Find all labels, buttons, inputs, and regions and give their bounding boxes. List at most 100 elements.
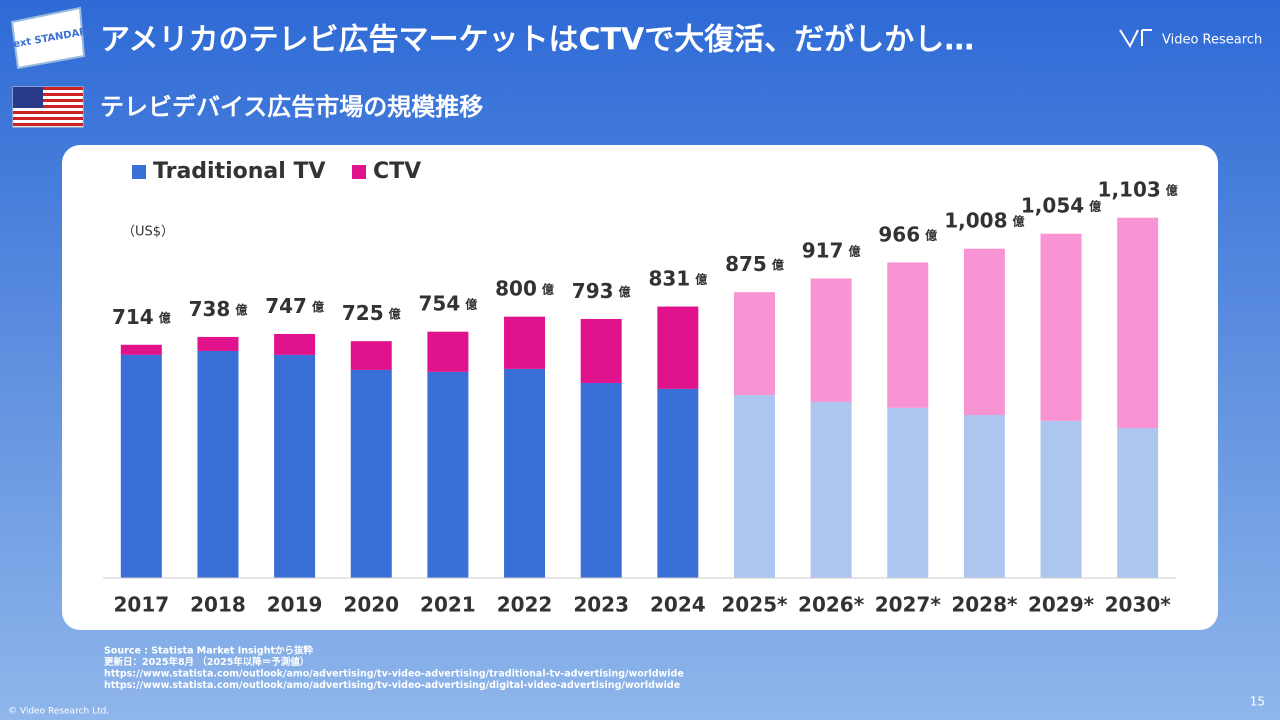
total-label: 917 億 (802, 238, 861, 262)
bar-segment (580, 318, 622, 383)
total-value: 725 (342, 301, 384, 325)
bar-segment (887, 407, 929, 578)
x-tick-label: 2027* (875, 593, 942, 617)
total-label: 738 億 (189, 296, 248, 320)
copyright: © Video Research Ltd. (8, 707, 109, 717)
bar-segment (963, 248, 1005, 415)
total-label: 831 億 (648, 266, 707, 290)
total-value: 875 (725, 252, 767, 276)
logo: Video Research (1119, 29, 1262, 49)
total-value: 831 (648, 266, 690, 290)
total-label: 875 億 (725, 252, 784, 276)
total-unit: 億 (1089, 198, 1101, 213)
total-unit: 億 (542, 281, 554, 296)
bar-segment (350, 341, 392, 370)
legend-swatch (352, 165, 366, 179)
total-unit: 億 (312, 298, 324, 313)
legend-label: Traditional TV (153, 159, 326, 184)
total-unit: 億 (772, 257, 784, 272)
total-label: 1,054 億 (1021, 193, 1101, 217)
total-value: 800 (495, 276, 537, 300)
total-unit: 億 (389, 306, 401, 321)
total-value: 714 (112, 304, 154, 328)
x-tick-label: 2029* (1028, 593, 1095, 617)
bar-segment (350, 369, 392, 578)
source-line: 更新日：2025年8月 （2025年以降＝予測値） (104, 656, 309, 668)
total-label: 714 億 (112, 304, 171, 328)
logo-text: Video Research (1162, 33, 1262, 48)
total-value: 1,054 (1021, 193, 1084, 217)
x-tick-label: 2023 (573, 593, 629, 617)
bar-segment (274, 354, 316, 578)
source-line: Source : Statista Market Insightから抜粋 (104, 645, 314, 657)
bar-segment (197, 350, 239, 578)
total-value: 747 (265, 293, 307, 317)
bar-segment (1117, 217, 1159, 429)
x-tick-label: 2021 (420, 593, 476, 617)
bar-segment (1040, 233, 1082, 421)
bar-segment (810, 401, 852, 578)
total-value: 793 (572, 278, 614, 302)
total-value: 966 (878, 222, 920, 246)
bar-segment (810, 278, 852, 402)
subtitle: テレビデバイス広告市場の規模推移 (100, 93, 483, 121)
bar-segment (580, 382, 622, 578)
x-tick-label: 2030* (1105, 593, 1172, 617)
x-tick-label: 2020 (343, 593, 399, 617)
bar-segment (1040, 420, 1082, 578)
total-value: 754 (419, 291, 461, 315)
total-unit: 億 (465, 296, 477, 311)
total-value: 1,103 (1098, 177, 1161, 201)
x-tick-label: 2017 (113, 593, 169, 617)
total-label: 966 億 (878, 222, 937, 246)
x-tick-label: 2018 (190, 593, 246, 617)
total-label: 1,008 億 (944, 208, 1024, 232)
bar-segment (427, 331, 469, 372)
legend-swatch (132, 165, 146, 179)
total-value: 1,008 (944, 208, 1007, 232)
total-label: 800 億 (495, 276, 554, 300)
bar-segment (963, 414, 1005, 578)
x-tick-label: 2028* (951, 593, 1018, 617)
bar-segment (887, 262, 929, 408)
x-tick-label: 2025* (721, 593, 788, 617)
bar-segment (733, 395, 775, 578)
x-tick-label: 2019 (267, 593, 323, 617)
bar-segment (504, 316, 546, 369)
bar-segment (120, 344, 162, 355)
unit-label: （US$） (122, 225, 174, 240)
bar-segment (197, 336, 239, 351)
total-label: 747 億 (265, 293, 324, 317)
badge: Next STANDARD (4, 6, 96, 70)
bar-segment (504, 368, 546, 578)
total-unit: 億 (619, 283, 631, 298)
total-unit: 億 (848, 243, 860, 258)
legend-label: CTV (373, 159, 421, 184)
total-label: 793 億 (572, 278, 631, 302)
bar-segment (733, 292, 775, 396)
bar-segment (427, 371, 469, 578)
x-tick-label: 2022 (497, 593, 553, 617)
total-label: 754 億 (419, 291, 478, 315)
bar-segment (657, 306, 699, 389)
total-unit: 億 (159, 309, 171, 324)
us-flag (12, 86, 84, 128)
source-line: https://www.statista.com/outlook/amo/adv… (104, 680, 680, 691)
x-tick-label: 2024 (650, 593, 706, 617)
total-unit: 億 (1013, 213, 1025, 228)
total-unit: 億 (695, 271, 707, 286)
total-unit: 億 (1166, 182, 1178, 197)
total-label: 725 億 (342, 301, 401, 325)
total-value: 917 (802, 238, 844, 262)
title: アメリカのテレビ広告マーケットはCTVで大復活、だがしかし… (100, 23, 974, 58)
total-unit: 億 (925, 227, 937, 242)
bar-segment (1117, 428, 1159, 578)
total-value: 738 (189, 296, 231, 320)
total-unit: 億 (235, 301, 247, 316)
bar-segment (274, 333, 316, 355)
page-number: 15 (1250, 695, 1265, 709)
footer: 15 © Video Research Ltd. (8, 695, 1265, 717)
x-tick-label: 2026* (798, 593, 865, 617)
bar-segment (657, 388, 699, 578)
